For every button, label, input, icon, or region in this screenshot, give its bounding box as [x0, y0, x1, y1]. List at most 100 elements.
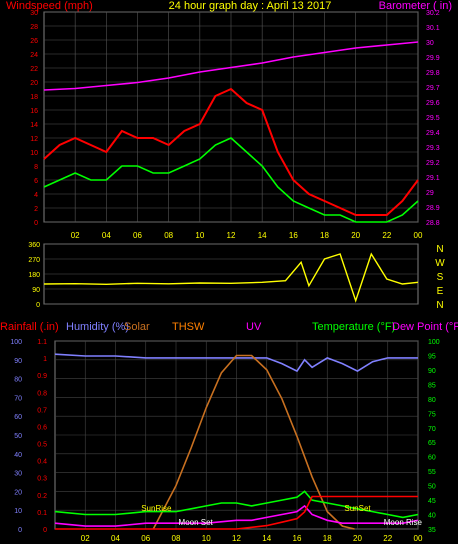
temperature-y-tick: 95 [428, 353, 436, 360]
thsw-label: THSW [172, 321, 205, 333]
wind-x-tick: 08 [164, 231, 173, 240]
temperature-label: Temperature (°F) [312, 321, 395, 333]
wind-x-tick: 16 [289, 231, 298, 240]
temperature-y-tick: 50 [428, 484, 436, 491]
direction-y-tick: 0 [36, 302, 40, 309]
barometer-y-tick: 29.4 [426, 130, 440, 137]
wind-y-tick: 16 [30, 108, 38, 115]
wind-y-tick: 14 [30, 122, 38, 129]
humidity-y-tick: 40 [14, 452, 22, 459]
lower-x-tick: 10 [202, 534, 211, 543]
humidity-y-tick: 70 [14, 395, 22, 402]
humidity-y-tick: 10 [14, 508, 22, 515]
rainfall-y-tick: 0.1 [37, 510, 47, 517]
lower-x-tick: 12 [232, 534, 241, 543]
wind-y-tick: 6 [34, 178, 38, 185]
wind-y-tick: 22 [30, 66, 38, 73]
compass-label: N [436, 244, 443, 255]
windspeed-axis-label: Windspeed (mph) [6, 0, 93, 12]
compass-label: S [437, 272, 444, 283]
direction-y-tick: 270 [28, 257, 40, 264]
humidity-y-tick: 0 [18, 527, 22, 534]
humidity-y-tick: 100 [10, 339, 22, 346]
wind-y-tick: 20 [30, 80, 38, 87]
lower-x-tick: 18 [323, 534, 332, 543]
lower-grid [55, 340, 419, 530]
wind-x-axis: 02 04 06 08 10 12 14 16 18 20 22 00 [71, 231, 423, 240]
wind-y-tick: 12 [30, 136, 38, 143]
lower-x-tick: 04 [111, 534, 120, 543]
series-barometer-line [43, 41, 419, 91]
temperature-y-tick: 65 [428, 440, 436, 447]
temperature-y-tick: 75 [428, 411, 436, 418]
wind-x-tick: 06 [133, 231, 142, 240]
direction-y-tick: 90 [32, 287, 40, 294]
lower-legend: Rainfall (.in) Humidity (%) Solar THSW U… [0, 321, 458, 333]
barometer-y-tick: 30.2 [426, 10, 440, 17]
wind-y-tick: 2 [34, 206, 38, 213]
temperature-y-tick: 40 [428, 513, 436, 520]
barometer-y-tick: 29.3 [426, 145, 440, 152]
lower-x-axis: 02 04 06 08 10 12 14 16 18 20 22 00 [81, 534, 423, 543]
humidity-y-tick: 20 [14, 489, 22, 496]
solar-label: Solar [124, 321, 150, 333]
sun-moon-annotations: SunRise SunSet Moon Set Moon Rise [141, 504, 422, 527]
wind-grid [44, 11, 419, 223]
rainfall-y-tick: 1.1 [37, 339, 47, 346]
lower-x-tick: 16 [293, 534, 302, 543]
rainfall-y-tick: 0.3 [37, 476, 47, 483]
rainfall-y-tick: 0.4 [37, 459, 47, 466]
wind-y-tick: 10 [30, 150, 38, 157]
wind-x-tick: 20 [351, 231, 360, 240]
humidity-label: Humidity (%) [66, 321, 129, 333]
series-humidity-line [54, 353, 418, 373]
humidity-y-axis: 0 10 20 30 40 50 60 70 80 90 100 [10, 339, 22, 534]
barometer-y-tick: 29 [426, 190, 434, 197]
direction-y-axis: 0 90 180 270 360 [28, 242, 40, 309]
annotation-label: SunRise [141, 504, 172, 513]
rainfall-y-tick: 0.8 [37, 390, 47, 397]
annotation-label: SunSet [344, 504, 371, 513]
temperature-y-tick: 90 [428, 368, 436, 375]
wind-x-tick: 10 [195, 231, 204, 240]
series-solar-line [152, 354, 355, 530]
dewpoint-label: Dew Point (°F) [392, 321, 458, 333]
humidity-y-tick: 30 [14, 471, 22, 478]
temperature-y-tick: 35 [428, 527, 436, 534]
temperature-y-tick: 60 [428, 455, 436, 462]
wind-x-tick: 02 [71, 231, 80, 240]
barometer-y-tick: 29.2 [426, 160, 440, 167]
lower-x-tick: 02 [81, 534, 90, 543]
rainfall-y-tick: 0.6 [37, 424, 47, 431]
wind-y-tick: 30 [30, 10, 38, 17]
lower-x-tick: 06 [141, 534, 150, 543]
wind-y-tick: 18 [30, 94, 38, 101]
rainfall-y-tick: 0.9 [37, 373, 47, 380]
barometer-y-tick: 29.5 [426, 115, 440, 122]
barometer-y-tick: 29.1 [426, 175, 440, 182]
rainfall-y-tick: 0.5 [37, 442, 47, 449]
barometer-y-tick: 28.8 [426, 220, 440, 227]
lower-x-tick: 20 [353, 534, 362, 543]
wind-series [43, 41, 419, 223]
wind-x-tick: 12 [227, 231, 236, 240]
series-rainfall-line [55, 495, 418, 530]
humidity-y-tick: 80 [14, 377, 22, 384]
temperature-y-tick: 55 [428, 469, 436, 476]
barometer-y-tick: 29.7 [426, 85, 440, 92]
temperature-y-axis: 35 40 45 50 55 60 65 70 75 80 85 90 95 100 [428, 339, 440, 534]
wind-y-tick: 0 [34, 220, 38, 227]
barometer-y-tick: 29.9 [426, 55, 440, 62]
lower-x-tick: 08 [172, 534, 181, 543]
lower-x-tick: 22 [383, 534, 392, 543]
barometer-y-tick: 30.1 [426, 25, 440, 32]
lower-series [54, 353, 419, 530]
direction-y-tick: 360 [28, 242, 40, 249]
barometer-y-tick: 28.9 [426, 205, 440, 212]
wind-y-tick: 8 [34, 164, 38, 171]
wind-x-tick: 22 [382, 231, 391, 240]
lower-x-tick: 00 [414, 534, 423, 543]
wind-y-tick: 4 [34, 192, 38, 199]
barometer-y-axis: 28.8 28.9 29 29.1 29.2 29.3 29.4 29.5 29.6 29.7 29… [426, 10, 440, 227]
